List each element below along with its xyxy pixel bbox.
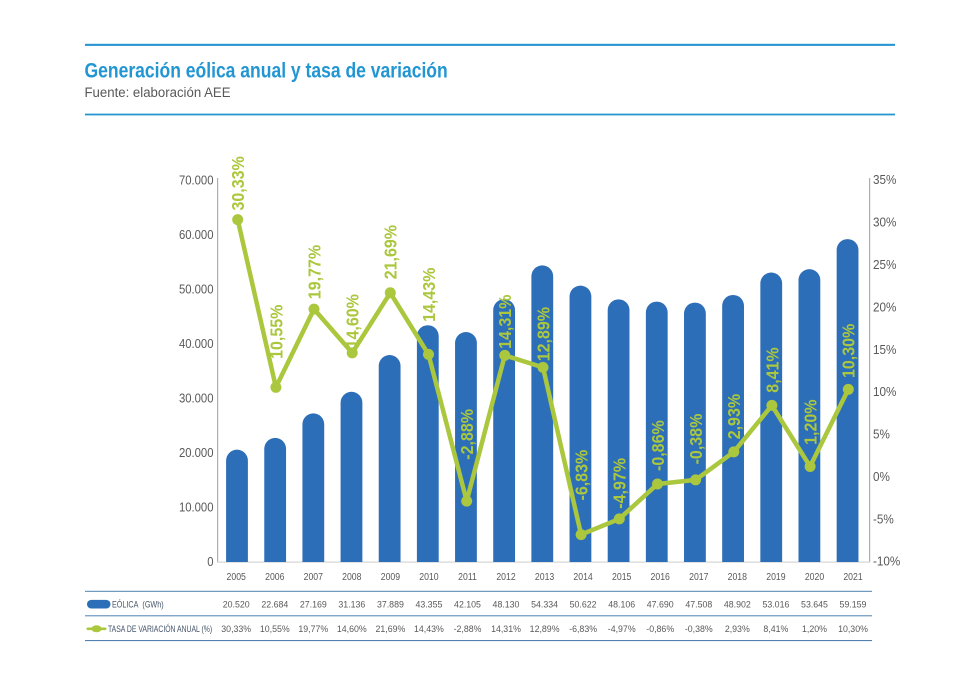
svg-text:-6,83%: -6,83% [569, 624, 597, 634]
svg-text:2,93%: 2,93% [724, 394, 744, 439]
svg-text:2011: 2011 [458, 572, 477, 584]
svg-text:14,60%: 14,60% [343, 294, 363, 348]
svg-text:21,69%: 21,69% [381, 225, 401, 279]
svg-text:25%: 25% [873, 257, 896, 272]
svg-text:0: 0 [207, 554, 213, 569]
svg-text:42.105: 42.105 [454, 600, 481, 610]
svg-text:2015: 2015 [612, 572, 631, 584]
svg-text:40.000: 40.000 [179, 336, 214, 351]
svg-text:59.159: 59.159 [840, 600, 867, 610]
svg-text:2016: 2016 [651, 572, 670, 584]
svg-text:20.000: 20.000 [179, 445, 214, 460]
svg-text:10%: 10% [873, 385, 896, 400]
svg-text:Generación eólica anual y tasa: Generación eólica anual y tasa de variac… [85, 59, 448, 83]
svg-text:2020: 2020 [805, 572, 824, 584]
svg-text:2013: 2013 [535, 572, 554, 584]
svg-text:14,43%: 14,43% [414, 624, 444, 634]
svg-text:2019: 2019 [766, 572, 785, 584]
svg-text:20%: 20% [873, 300, 896, 315]
svg-text:EÓLICA (GWh): EÓLICA (GWh) [112, 600, 164, 610]
svg-text:2012: 2012 [496, 572, 515, 584]
svg-text:43.355: 43.355 [415, 600, 442, 610]
svg-text:2005: 2005 [227, 572, 246, 584]
svg-text:-0,38%: -0,38% [685, 624, 713, 634]
svg-text:50.000: 50.000 [179, 282, 214, 297]
svg-text:60.000: 60.000 [179, 227, 214, 242]
svg-text:30,33%: 30,33% [228, 156, 248, 210]
svg-text:0%: 0% [873, 469, 890, 484]
svg-text:10,30%: 10,30% [838, 624, 868, 634]
svg-text:53.645: 53.645 [801, 600, 828, 610]
svg-text:50.622: 50.622 [570, 600, 597, 610]
svg-text:35%: 35% [873, 173, 896, 188]
svg-text:2,93%: 2,93% [725, 624, 750, 634]
svg-text:14,43%: 14,43% [419, 268, 439, 322]
svg-text:2010: 2010 [419, 572, 438, 584]
svg-text:30%: 30% [873, 215, 896, 230]
svg-text:10.000: 10.000 [179, 500, 214, 515]
svg-text:20.520: 20.520 [223, 600, 250, 610]
svg-text:10,55%: 10,55% [260, 624, 290, 634]
svg-text:8,41%: 8,41% [763, 624, 788, 634]
svg-text:30.000: 30.000 [179, 391, 214, 406]
svg-text:15%: 15% [873, 342, 896, 357]
svg-text:-10%: -10% [873, 554, 900, 569]
svg-text:48.902: 48.902 [724, 600, 751, 610]
svg-text:1,20%: 1,20% [802, 624, 827, 634]
svg-text:2017: 2017 [689, 572, 708, 584]
svg-text:14,31%: 14,31% [491, 624, 521, 634]
svg-text:47.508: 47.508 [685, 600, 712, 610]
svg-text:10,30%: 10,30% [839, 324, 859, 378]
svg-text:2007: 2007 [304, 572, 323, 584]
svg-text:10,55%: 10,55% [266, 305, 286, 359]
svg-text:-5%: -5% [873, 512, 894, 527]
svg-text:8,41%: 8,41% [762, 347, 782, 392]
svg-text:19,77%: 19,77% [298, 624, 328, 634]
svg-text:31.136: 31.136 [338, 600, 365, 610]
svg-text:-4,97%: -4,97% [610, 458, 630, 509]
svg-text:27.169: 27.169 [300, 600, 327, 610]
svg-text:12,89%: 12,89% [534, 307, 554, 361]
svg-text:-6,83%: -6,83% [572, 450, 592, 501]
svg-text:12,89%: 12,89% [530, 624, 560, 634]
svg-text:-0,86%: -0,86% [648, 420, 668, 471]
svg-text:53.016: 53.016 [762, 600, 789, 610]
svg-text:2006: 2006 [265, 572, 284, 584]
svg-text:14,60%: 14,60% [337, 624, 367, 634]
svg-text:5%: 5% [873, 427, 890, 442]
svg-text:1,20%: 1,20% [801, 400, 821, 445]
svg-text:-4,97%: -4,97% [608, 624, 636, 634]
svg-text:2018: 2018 [728, 572, 747, 584]
svg-text:70.000: 70.000 [179, 173, 214, 188]
svg-text:2021: 2021 [843, 572, 862, 584]
svg-text:Fuente: elaboración AEE: Fuente: elaboración AEE [85, 84, 231, 100]
svg-text:19,77%: 19,77% [305, 245, 325, 299]
svg-text:2009: 2009 [381, 572, 400, 584]
svg-text:2014: 2014 [573, 572, 593, 584]
svg-text:30,33%: 30,33% [221, 624, 251, 634]
svg-text:48.106: 48.106 [608, 600, 635, 610]
svg-text:54.334: 54.334 [531, 600, 558, 610]
svg-text:-2,88%: -2,88% [454, 624, 482, 634]
svg-text:22.684: 22.684 [261, 600, 288, 610]
svg-text:TASA DE VARIACIÓN ANUAL (%): TASA DE VARIACIÓN ANUAL (%) [108, 624, 212, 634]
svg-text:2008: 2008 [342, 572, 361, 584]
svg-text:21,69%: 21,69% [375, 624, 405, 634]
svg-text:-0,86%: -0,86% [646, 624, 674, 634]
svg-text:48.130: 48.130 [493, 600, 520, 610]
svg-text:14,31%: 14,31% [495, 295, 515, 349]
svg-text:37.889: 37.889 [377, 600, 404, 610]
svg-text:-0,38%: -0,38% [686, 414, 706, 465]
svg-text:47.690: 47.690 [647, 600, 674, 610]
svg-text:-2,88%: -2,88% [457, 409, 477, 460]
